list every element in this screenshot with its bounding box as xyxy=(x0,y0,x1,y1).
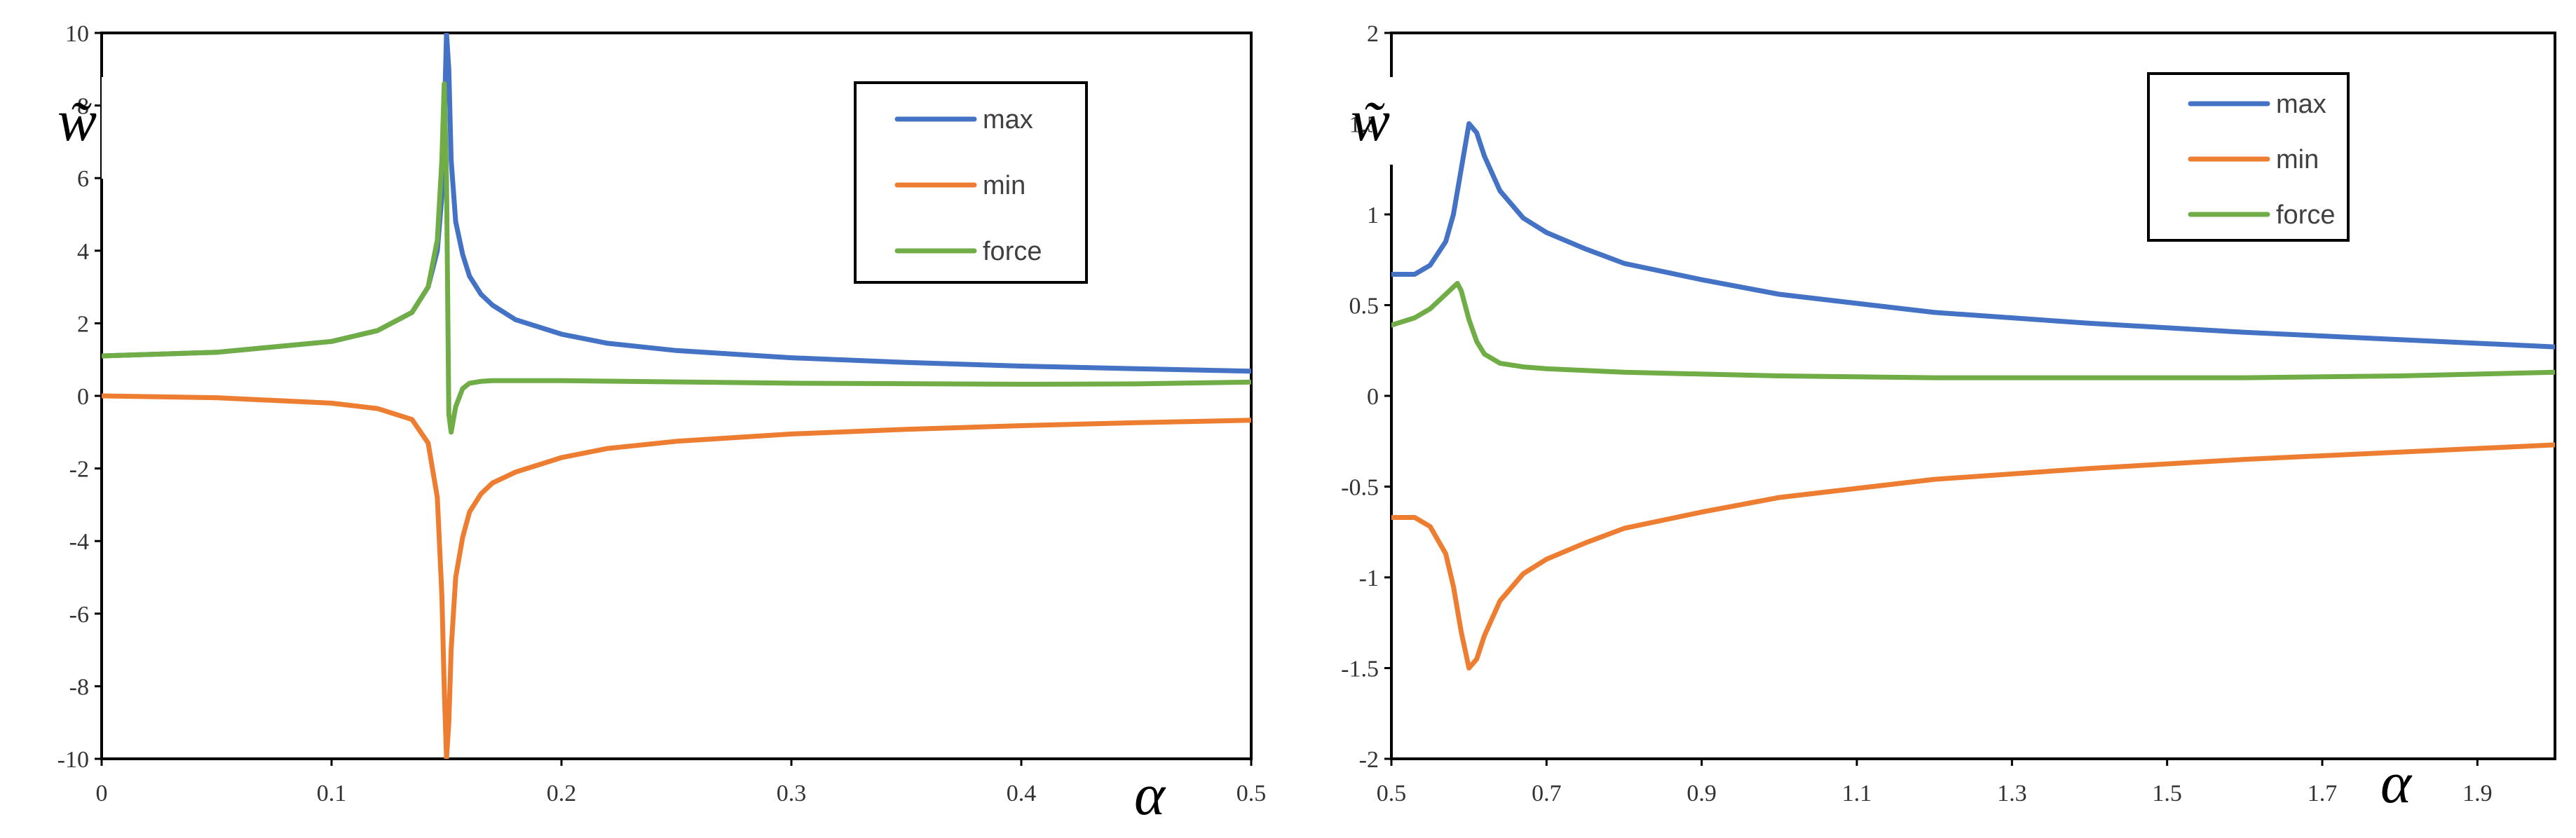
legend: max min force xyxy=(854,81,1088,284)
x-tick-label: 0.5 xyxy=(1377,781,1407,806)
y-tick-label: -4 xyxy=(69,529,89,555)
y-tick-label: -1 xyxy=(1359,565,1379,591)
y-axis-label: w̃ xyxy=(1351,88,1390,153)
x-tick-label: 0.3 xyxy=(777,781,807,806)
y-tick-label: 2 xyxy=(77,311,89,337)
series-line-max xyxy=(1391,121,2555,350)
y-tick-label: -0.5 xyxy=(1341,475,1379,501)
y-tick-label: 0 xyxy=(77,384,89,410)
y-tick-label: 6 xyxy=(77,166,89,192)
series-line-min xyxy=(102,393,1251,759)
x-tick-label: 0.1 xyxy=(317,781,347,806)
plot-frame xyxy=(1390,32,2556,760)
y-axis-label: w̃ xyxy=(57,88,97,153)
x-tick-label: 1.5 xyxy=(2152,781,2182,806)
y-tick-label: 4 xyxy=(77,239,89,265)
series-line-min xyxy=(1391,442,2555,671)
ylabel-backdrop xyxy=(102,77,124,179)
x-tick-label: 0.9 xyxy=(1686,781,1717,806)
y-tick-label: -1.5 xyxy=(1341,657,1379,682)
legend: max min force xyxy=(2147,72,2350,242)
x-tick-label: 1.9 xyxy=(2462,781,2493,806)
legend-label-max: max xyxy=(2276,90,2326,119)
y-tick-label: -8 xyxy=(69,674,89,700)
series-line-force xyxy=(102,81,1251,435)
y-tick-label: 8 xyxy=(77,94,89,120)
chart-right: -2-1.5-1-0.500.511.520.5 0.7 0.9 1.1 1.3 1.5 1… xyxy=(1341,21,2556,816)
y-tick-label: 0 xyxy=(1367,384,1379,410)
y-tick-label: 0.5 xyxy=(1349,294,1379,320)
x-tick-label: 0.5 xyxy=(1236,781,1267,806)
y-tick-label: -6 xyxy=(69,602,89,628)
x-tick-label: 1.7 xyxy=(2308,781,2338,806)
y-tick-label: 1 xyxy=(1367,202,1379,228)
x-tick-label: 0.7 xyxy=(1532,781,1562,806)
series-group xyxy=(1391,121,2555,671)
x-tick-label: 0 xyxy=(96,781,108,806)
legend-label-max: max xyxy=(983,105,1033,135)
legend-label-min: min xyxy=(2276,145,2319,174)
y-tick-label: -2 xyxy=(69,457,89,483)
chart-left: -10 -8 -6 -4 -2 0 2 4 6 8 10 0 0.1 0.2 0.3 0.4 0.5 w̃ α max… xyxy=(57,21,1267,827)
ylabel-backdrop xyxy=(1372,77,1393,165)
x-axis-label: α xyxy=(1134,762,1166,827)
y-tick-label: -10 xyxy=(57,747,89,773)
x-tick-label: 0.2 xyxy=(547,781,577,806)
series-line-force xyxy=(1391,280,2555,380)
x-tick-label: 0.4 xyxy=(1007,781,1037,806)
x-tick-label: 1.3 xyxy=(1997,781,2027,806)
legend-label-force: force xyxy=(2276,200,2335,230)
x-axis-label: α xyxy=(2380,750,2413,816)
y-tick-label: -2 xyxy=(1359,747,1379,773)
y-tick-label: 10 xyxy=(65,21,89,47)
x-tick-label: 1.1 xyxy=(1842,781,1872,806)
series-group xyxy=(102,33,1251,759)
legend-label-min: min xyxy=(983,171,1025,200)
y-tick-label: 2 xyxy=(1367,21,1379,47)
legend-label-force: force xyxy=(983,237,1042,266)
